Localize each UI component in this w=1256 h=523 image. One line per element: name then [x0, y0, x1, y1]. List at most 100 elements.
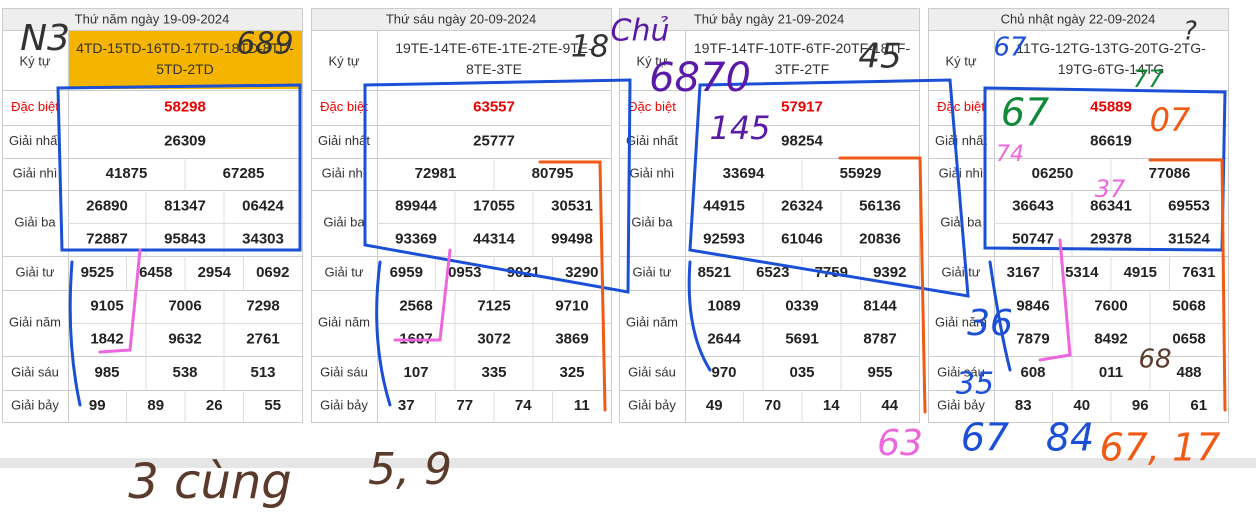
table-frame — [311, 8, 612, 423]
row-label: Ký tự — [636, 53, 667, 68]
annotation: 6870 — [649, 55, 751, 101]
prize-number: 011 — [1099, 364, 1123, 381]
row-label: Giải tư — [15, 264, 54, 279]
date-header: Thứ bảy ngày 21-09-2024 — [694, 11, 844, 26]
header-bg — [929, 9, 1228, 30]
prize-number: 67285 — [223, 165, 265, 182]
prize-number: 608 — [1020, 364, 1045, 381]
prize-number: 80795 — [532, 165, 574, 182]
prize-number: 9632 — [168, 330, 201, 347]
prize-number: 970 — [711, 364, 736, 381]
prize-number: 49 — [706, 397, 723, 414]
annotation: 37 — [1095, 175, 1126, 203]
row-label: Giải sáu — [937, 364, 985, 379]
prize-number: 57917 — [781, 98, 823, 115]
prize-number: 77 — [456, 397, 473, 414]
prize-number: 8492 — [1094, 330, 1127, 347]
row-label: Giải bảy — [320, 397, 368, 412]
prize-number: 8787 — [863, 330, 896, 347]
row-label: Giải ba — [323, 214, 365, 229]
prize-number: 6523 — [756, 264, 789, 281]
prize-number: 2761 — [246, 330, 279, 347]
prize-number: 06424 — [242, 197, 284, 214]
header-bg — [620, 9, 919, 30]
prize-number: 107 — [403, 364, 428, 381]
ky-tu: 11TG-12TG-13TG-20TG-2TG-19TG-6TG-14TG — [1016, 40, 1206, 77]
annotation: 36 — [967, 303, 1013, 344]
row-label: Đặc biệt — [937, 99, 985, 114]
prize-number: 44314 — [473, 230, 515, 247]
prize-number: 44 — [881, 397, 898, 414]
prize-number: 0953 — [448, 264, 481, 281]
prize-number: 7879 — [1016, 330, 1049, 347]
prize-number: 55 — [264, 397, 281, 414]
prize-number: 14 — [823, 397, 840, 414]
prize-number: 2954 — [198, 264, 232, 281]
prize-number: 81347 — [164, 197, 206, 214]
annotation: 63 — [877, 423, 923, 464]
prize-number: 8144 — [863, 297, 897, 314]
annotation: N3 — [20, 18, 70, 59]
row-label: Giải nhất — [9, 133, 61, 148]
prize-number: 9525 — [81, 264, 114, 281]
prize-number: 44915 — [703, 197, 745, 214]
annotation: 67, 17 — [1100, 426, 1221, 470]
prize-number: 035 — [789, 364, 814, 381]
annotation: ? — [1183, 17, 1197, 47]
prize-number: 0692 — [256, 264, 289, 281]
prize-number: 61 — [1190, 397, 1207, 414]
prize-number: 0339 — [785, 297, 818, 314]
row-label: Giải năm — [9, 314, 61, 329]
annotation: Chủ — [611, 14, 670, 49]
row-label: Ký tự — [328, 53, 359, 68]
prize-number: 86341 — [1090, 197, 1132, 214]
prize-number: 06250 — [1032, 165, 1074, 182]
row-label: Giải bảy — [937, 397, 985, 412]
annotation: 3 cùng — [128, 454, 292, 510]
prize-number: 93369 — [395, 230, 437, 247]
annotation: 689 — [236, 27, 293, 62]
prize-number: 26309 — [164, 132, 206, 149]
annotation: 45 — [858, 37, 901, 77]
row-label: Giải nhì — [322, 165, 367, 180]
prize-number: 985 — [94, 364, 119, 381]
prize-number: 55929 — [840, 165, 882, 182]
row-label: Giải ba — [14, 214, 56, 229]
prize-number: 77086 — [1149, 165, 1191, 182]
prize-number: 6959 — [390, 264, 423, 281]
prize-number: 335 — [481, 364, 506, 381]
prize-number: 89 — [147, 397, 164, 414]
row-label: Giải nhất — [626, 133, 678, 148]
prize-number: 58298 — [164, 98, 206, 115]
date-header: Chủ nhật ngày 22-09-2024 — [1001, 11, 1156, 26]
ky-tu-box: 4TD-15TD-16TD-17TD-18TD-8TD-5TD-2TD — [76, 40, 294, 77]
prize-number: 99 — [89, 397, 106, 414]
row-label: Giải tư — [941, 264, 980, 279]
prize-number: 3869 — [555, 330, 588, 347]
row-label: Đặc biệt — [320, 99, 368, 114]
annotation: 84 — [1046, 416, 1094, 460]
row-label: Giải năm — [935, 314, 987, 329]
row-label: Giải nhì — [630, 165, 675, 180]
row-label: Giải bảy — [11, 397, 59, 412]
prize-number: 7006 — [168, 297, 201, 314]
row-label: Giải năm — [318, 314, 370, 329]
prize-number: 325 — [559, 364, 584, 381]
prize-number: 89944 — [395, 197, 437, 214]
prize-number: 0658 — [1172, 330, 1205, 347]
prize-number: 70 — [764, 397, 781, 414]
prize-number: 9710 — [555, 297, 588, 314]
prize-number: 63557 — [473, 98, 515, 115]
prize-number: 3290 — [565, 264, 598, 281]
prize-number: 83 — [1015, 397, 1032, 414]
scrollbar — [0, 458, 1256, 468]
annotation: 145 — [709, 109, 770, 147]
ky-tu-highlight — [68, 31, 302, 89]
row-label: Đặc biệt — [11, 99, 59, 114]
prize-number: 26890 — [86, 197, 128, 214]
row-label: Ký tự — [19, 53, 50, 68]
prize-number: 1842 — [90, 330, 123, 347]
prize-number: 40 — [1073, 397, 1090, 414]
annotation: 67 — [961, 416, 1009, 460]
prize-number: 92593 — [703, 230, 745, 247]
